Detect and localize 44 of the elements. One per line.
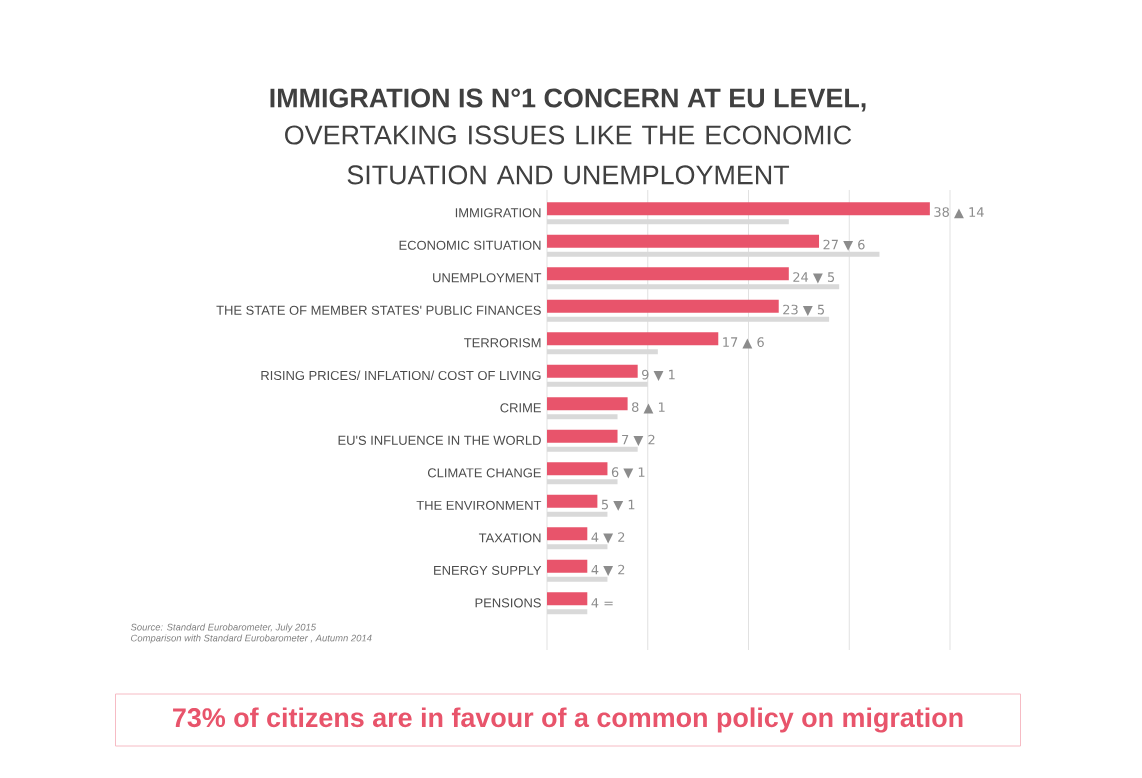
data-label: 24 ▼ 5 <box>793 272 835 284</box>
bar <box>547 332 719 346</box>
y-tick-label: IMMIGRATION <box>455 208 541 218</box>
data-label: 4 ▼ 2 <box>591 532 625 544</box>
bar <box>547 364 638 378</box>
y-tick-label: PENSIONS <box>475 598 541 608</box>
data-label: 8 ▲ 1 <box>632 402 665 414</box>
bar <box>547 494 598 508</box>
chart-subtitle: OVERTAKING ISSUES LIKE THE ECONOMIC SITUATION AND UNEMPLOYMENT <box>285 125 852 185</box>
data-label: 6 ▼ 1 <box>611 467 645 479</box>
y-tick-label: CLIMATE CHANGE <box>427 468 541 478</box>
bar <box>547 202 930 216</box>
y-tick-label: EU'S INFLUENCE IN THE WORLD <box>338 435 541 445</box>
data-label: 4 ▼ 2 <box>591 564 625 576</box>
y-tick-label: TAXATION <box>478 533 541 543</box>
bar <box>547 429 618 443</box>
text: Comparison with Standard Eurobarometer , Autumn 2014 <box>131 634 372 644</box>
y-tick-label: THE ENVIRONMENT <box>416 500 542 510</box>
y-tick-label: RISING PRICES/ INFLATION/ COST OF LIVING <box>261 370 541 381</box>
data-label: 17 ▲ 6 <box>723 337 764 349</box>
bar <box>547 267 789 281</box>
bar <box>547 462 608 476</box>
data-label: 27 ▼ 6 <box>823 239 865 251</box>
text: 73% of citizens are in favour of a common policy on migration <box>173 707 963 733</box>
y-tick-label: THE STATE OF MEMBER STATES' PUBLIC FINANCES <box>216 305 541 315</box>
data-label: 4 = <box>591 598 613 608</box>
bar <box>547 234 820 248</box>
bar <box>547 592 588 606</box>
bar <box>547 527 588 541</box>
y-tick-label: CRIME <box>500 403 541 413</box>
data-label: 7 ▼ 2 <box>622 434 655 446</box>
data-label: 38 ▲ 14 <box>934 207 984 219</box>
y-tick-label: ECONOMIC SITUATION <box>399 240 541 250</box>
bar <box>547 397 628 411</box>
bar <box>547 559 588 573</box>
data-label: 9 ▼ 1 <box>642 369 675 381</box>
y-tick-label: ENERGY SUPPLY <box>434 565 542 575</box>
y-tick-label: TERRORISM <box>464 338 541 348</box>
chart-title: IMMIGRATION IS N°1 CONCERN AT EU LEVEL, <box>270 88 866 112</box>
source-note: Source: Standard Eurobarometer, July 2015 <box>130 623 317 633</box>
y-tick-label: UNEMPLOYMENT <box>433 273 542 283</box>
data-label: 23 ▼ 5 <box>783 304 825 316</box>
data-label: 5 ▼ 1 <box>601 499 635 511</box>
bar <box>547 299 779 313</box>
